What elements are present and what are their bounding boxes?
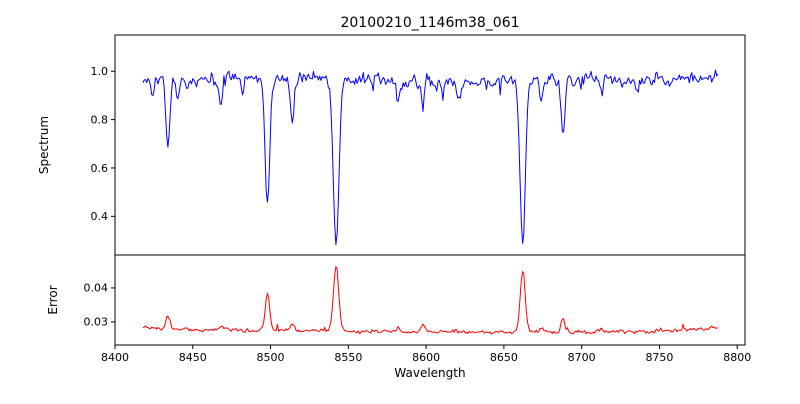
spectrum-y-tick-label: 0.4 xyxy=(91,210,109,223)
x-tick-label: 8750 xyxy=(645,351,673,364)
spectrum-y-tick-label: 0.8 xyxy=(91,113,109,126)
y-axis-label-spectrum: Spectrum xyxy=(37,116,51,174)
x-tick-label: 8450 xyxy=(179,351,207,364)
x-tick-label: 8500 xyxy=(257,351,285,364)
error-line xyxy=(142,266,719,335)
x-tick-label: 8550 xyxy=(334,351,362,364)
x-tick-label: 8400 xyxy=(101,351,129,364)
x-tick-label: 8800 xyxy=(723,351,751,364)
x-tick-label: 8600 xyxy=(412,351,440,364)
spectrum-y-tick-label: 0.6 xyxy=(91,162,109,175)
x-axis-label: Wavelength xyxy=(394,366,465,380)
error-y-tick-label: 0.04 xyxy=(84,282,109,295)
spectrum-panel-frame xyxy=(114,34,746,256)
error-y-tick-label: 0.03 xyxy=(84,316,109,329)
y-axis-label-error: Error xyxy=(46,285,60,314)
chart-title: 20100210_1146m38_061 xyxy=(340,15,519,31)
spectrum-line xyxy=(142,69,719,246)
x-tick-label: 8700 xyxy=(568,351,596,364)
x-tick-label: 8650 xyxy=(490,351,518,364)
chart-render-layer: 8400 8450 8500 8550 8600 8650 8700 8750 8800 0.4 0… xyxy=(84,34,751,364)
spectrum-y-tick-label: 1.0 xyxy=(91,65,109,78)
error-panel-frame xyxy=(114,254,746,346)
